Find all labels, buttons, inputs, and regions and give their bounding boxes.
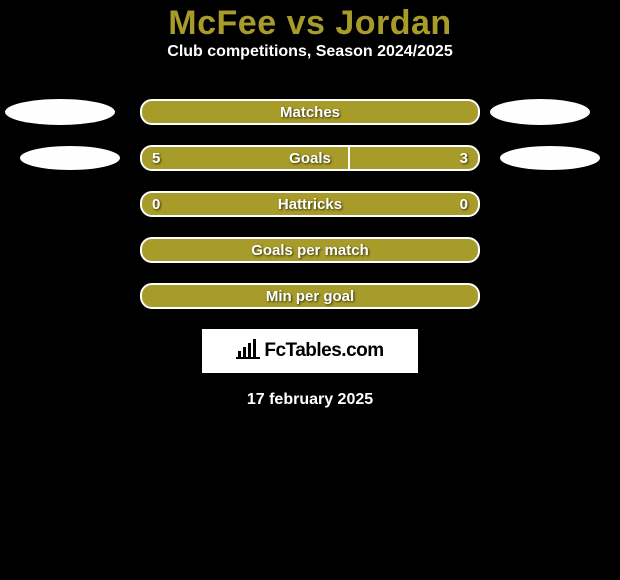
oval-left (5, 99, 115, 125)
stat-row-goals: 5 Goals 3 (0, 145, 620, 171)
stat-value-a: 5 (142, 147, 170, 169)
oval-left (20, 146, 120, 170)
stat-value-b: 0 (450, 193, 478, 215)
stat-row-mpg: Min per goal (0, 283, 620, 309)
stats-rows: Matches 5 Goals 3 0 Hattricks 0 (0, 99, 620, 309)
stat-bar: Goals per match (140, 237, 480, 263)
brand-text: FcTables.com (264, 340, 383, 362)
stat-value-b: 3 (450, 147, 478, 169)
stat-bar: Matches (140, 99, 480, 125)
stat-label: Matches (142, 101, 478, 123)
stat-label: Min per goal (142, 285, 478, 307)
player-b-name: Jordan (335, 4, 451, 42)
bar-chart-icon (236, 339, 260, 364)
player-a-name: McFee (168, 4, 276, 42)
stat-row-matches: Matches (0, 99, 620, 125)
oval-right (500, 146, 600, 170)
oval-right (490, 99, 590, 125)
date-text: 17 february 2025 (0, 391, 620, 409)
vs-separator: vs (287, 4, 326, 42)
stat-bar: 5 Goals 3 (140, 145, 480, 171)
stat-bar-fill (142, 147, 350, 169)
stat-bar: Min per goal (140, 283, 480, 309)
stat-row-gpm: Goals per match (0, 237, 620, 263)
brand-badge: FcTables.com (202, 329, 418, 373)
stat-bar: 0 Hattricks 0 (140, 191, 480, 217)
stat-row-hattricks: 0 Hattricks 0 (0, 191, 620, 217)
stat-value-a: 0 (142, 193, 170, 215)
stat-label: Hattricks (142, 193, 478, 215)
stat-label: Goals per match (142, 239, 478, 261)
page-title: McFee vs Jordan (0, 4, 620, 43)
subtitle: Club competitions, Season 2024/2025 (0, 43, 620, 61)
comparison-card: McFee vs Jordan Club competitions, Seaso… (0, 0, 620, 580)
